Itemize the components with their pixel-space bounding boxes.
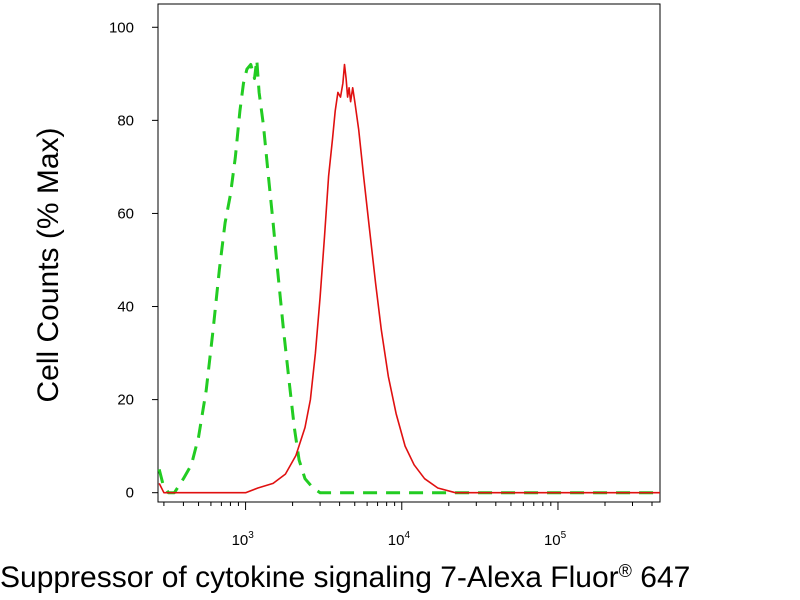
y-axis-label: Cell Counts (% Max) — [32, 127, 65, 402]
x-axis: 103 104 105 — [163, 502, 653, 549]
y-tick-label: 80 — [117, 112, 134, 129]
x-axis-label-wrapper: Suppressor of cytokine signaling 7-Alexa… — [0, 561, 690, 594]
x-axis-label: Suppressor of cytokine signaling 7-Alexa… — [0, 561, 690, 594]
y-tick-label: 60 — [117, 205, 134, 222]
series-line-solid — [158, 63, 660, 494]
y-tick-label: 20 — [117, 392, 134, 409]
y-tick-label: 0 — [126, 485, 134, 502]
x-axis-label-suffix: 647 — [632, 561, 690, 594]
x-axis-label-main: Suppressor of cytokine signaling 7-Alexa… — [0, 561, 619, 594]
x-tick-label: 105 — [544, 530, 567, 549]
y-axis-label-wrapper: Cell Counts (% Max) — [32, 127, 65, 402]
plot-frame — [157, 3, 661, 503]
x-tick-label: 104 — [388, 530, 411, 549]
y-axis: 0 20 40 60 80 100 — [109, 19, 158, 502]
x-tick-label: 103 — [232, 530, 255, 549]
series-line-dashed — [157, 58, 660, 495]
y-tick-label: 40 — [117, 299, 134, 316]
series-layer — [157, 58, 660, 495]
x-axis-label-superscript: ® — [619, 561, 632, 581]
y-tick-label: 100 — [109, 19, 134, 36]
